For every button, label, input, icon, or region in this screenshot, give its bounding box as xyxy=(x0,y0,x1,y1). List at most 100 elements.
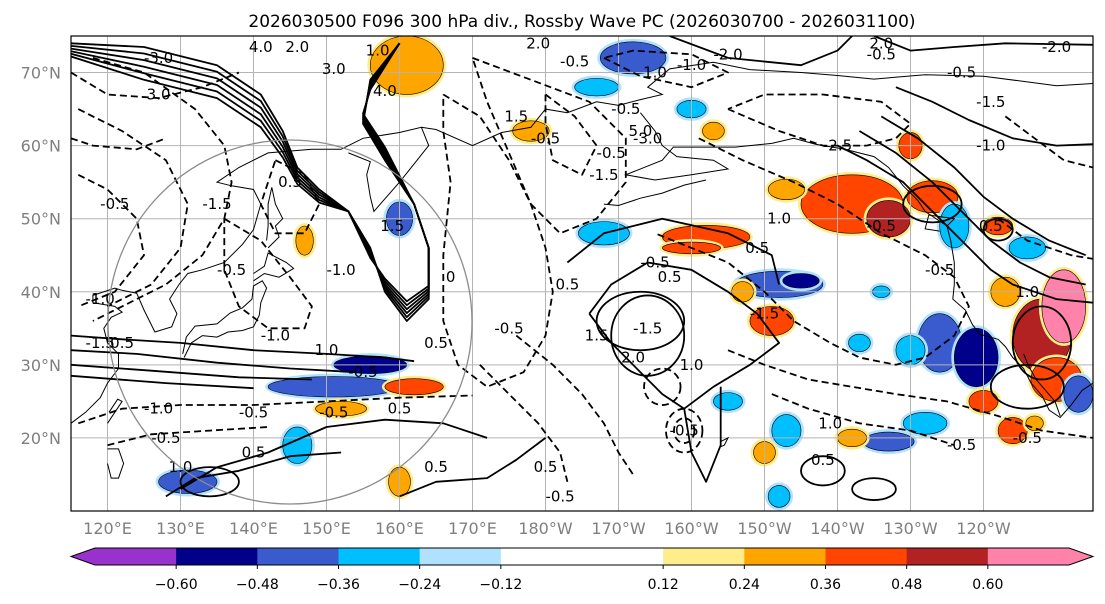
gulf-contour-6 xyxy=(1011,305,1073,381)
tropical-contour-3 xyxy=(399,437,547,498)
pacific-dashed-7 xyxy=(479,364,569,483)
contour-label-29: -0.5 xyxy=(640,254,669,272)
contour-label-39: 0.5 xyxy=(534,458,558,476)
contour-label-11: -2.0 xyxy=(713,45,742,63)
contour-label-2: 1.0 xyxy=(366,42,390,60)
alaska-dashed-2 xyxy=(997,217,1093,260)
southwest-dashed-1 xyxy=(78,394,473,425)
divergence-patch-9 xyxy=(370,36,444,95)
coastline-1 xyxy=(182,280,268,358)
central-contour-5 xyxy=(683,386,722,483)
contour-label-0: 4.0 xyxy=(249,38,273,56)
divergence-patch-29 xyxy=(1008,236,1046,260)
east-asia-dashed-4 xyxy=(223,217,313,330)
lat-tick-3: 50°N xyxy=(21,210,61,229)
lon-tick-10: 140°W xyxy=(810,519,865,538)
lon-tick-12: 120°W xyxy=(956,519,1011,538)
divergence-patch-39 xyxy=(902,412,948,435)
contour-label-65: 0.5 xyxy=(745,239,769,257)
lon-tick-0: 120°E xyxy=(83,519,132,538)
contour-label-43: -0.5 xyxy=(319,403,348,421)
divergence-patch-48 xyxy=(767,485,791,508)
contour-label-21: -1.5 xyxy=(589,166,618,184)
colorbar-tick-4: −0.12 xyxy=(479,577,522,593)
contour-label-22: -2.5 xyxy=(823,137,852,155)
colorbar-bin-7 xyxy=(744,548,826,565)
divergence-patch-43 xyxy=(1063,375,1093,413)
contour-label-27: 1.0 xyxy=(1015,283,1039,301)
ridge-contour-a xyxy=(71,334,415,363)
colorbar-tick-1: −0.48 xyxy=(236,577,279,593)
lat-tick-1: 30°N xyxy=(21,356,61,375)
lon-tick-11: 130°W xyxy=(883,519,938,538)
central-contour-4 xyxy=(566,217,780,285)
pacific-dashed-8 xyxy=(727,349,1093,439)
gulf-contour-3 xyxy=(880,115,1087,257)
coastline-6 xyxy=(421,61,1093,147)
contour-label-9: 1.0 xyxy=(643,64,667,82)
contour-label-18: -3.0 xyxy=(633,129,662,147)
lon-tick-4: 160°E xyxy=(375,519,424,538)
divergence-patch-19 xyxy=(782,273,820,289)
colorbar-extend-high xyxy=(1069,548,1093,565)
coastline-7 xyxy=(623,112,1093,419)
contour-label-19: 5.0 xyxy=(628,122,652,140)
contour-label-28: 1.0 xyxy=(767,210,791,228)
east-asia-dashed-3 xyxy=(77,173,145,308)
ridge-contour-d xyxy=(71,374,254,390)
lon-tick-6: 180°W xyxy=(518,519,573,538)
contour-label-66: -0.5 xyxy=(597,144,626,162)
lon-tick-8: 160°W xyxy=(664,519,719,538)
lat-tick-0: 20°N xyxy=(21,429,61,448)
colorbar-bin-0 xyxy=(95,548,177,565)
contour-label-7: 2.0 xyxy=(526,34,550,52)
contour-label-34: -0.5 xyxy=(670,422,699,440)
colorbar-tick-0: −0.60 xyxy=(155,577,198,593)
colorbar-bin-9 xyxy=(906,548,989,565)
coastline-5 xyxy=(107,448,125,479)
tropical-contour-4 xyxy=(179,466,240,498)
divergence-patch-10 xyxy=(599,41,667,75)
lon-tick-2: 140°E xyxy=(229,519,278,538)
lon-tick-1: 130°E xyxy=(156,519,205,538)
arctic-contour-3 xyxy=(895,86,1093,147)
contour-label-24: -0.5 xyxy=(867,217,896,235)
contour-label-51: -1.0 xyxy=(261,327,290,345)
central-contour-1 xyxy=(595,290,686,352)
pacific-dashed-12 xyxy=(643,367,682,406)
map-frame xyxy=(70,35,1094,512)
coastlines xyxy=(71,61,1093,479)
lon-tick-7: 170°W xyxy=(591,519,646,538)
central-contour-3 xyxy=(588,261,780,410)
contour-label-32: -1.5 xyxy=(633,319,662,337)
gulf-contour-2 xyxy=(858,130,1086,286)
contour-label-61: 0 xyxy=(446,268,456,286)
contour-label-14: -2.0 xyxy=(1042,38,1071,56)
contour-label-48: -1.0 xyxy=(144,400,173,418)
east-asia-dashed-5 xyxy=(259,159,321,235)
latitude-ticks: 20°N 30°N 40°N 50°N 60°N 70°N xyxy=(21,64,61,448)
divergence-patch-21 xyxy=(713,392,743,411)
contour-label-42: -0.5 xyxy=(348,363,377,381)
northwest-dashed-1 xyxy=(71,71,240,99)
gulf-contour-4 xyxy=(902,184,963,224)
pacific-dashed-2 xyxy=(471,57,627,235)
arctic-contour-1 xyxy=(669,36,853,67)
ridge-contour-c xyxy=(71,363,312,381)
coastline-10 xyxy=(924,214,956,232)
contour-label-8: -0.5 xyxy=(560,53,589,71)
contour-label-37: -0.5 xyxy=(947,436,976,454)
pacific-dashed-11 xyxy=(673,417,696,444)
contour-label-45: -0.5 xyxy=(239,403,268,421)
contour-label-62: 0.5 xyxy=(658,268,682,286)
contour-label-54: -0.5 xyxy=(217,261,246,279)
divergence-patch-28 xyxy=(939,203,970,249)
coastline-4 xyxy=(107,398,123,424)
contour-label-36: 0.5 xyxy=(811,451,835,469)
contour-label-35: 1.0 xyxy=(818,414,842,432)
northwest-dashed-2 xyxy=(71,137,167,151)
gulf-contour-1 xyxy=(837,144,1093,304)
colorbar-bin-8 xyxy=(825,548,908,565)
colorbar-bin-5 xyxy=(500,548,664,565)
